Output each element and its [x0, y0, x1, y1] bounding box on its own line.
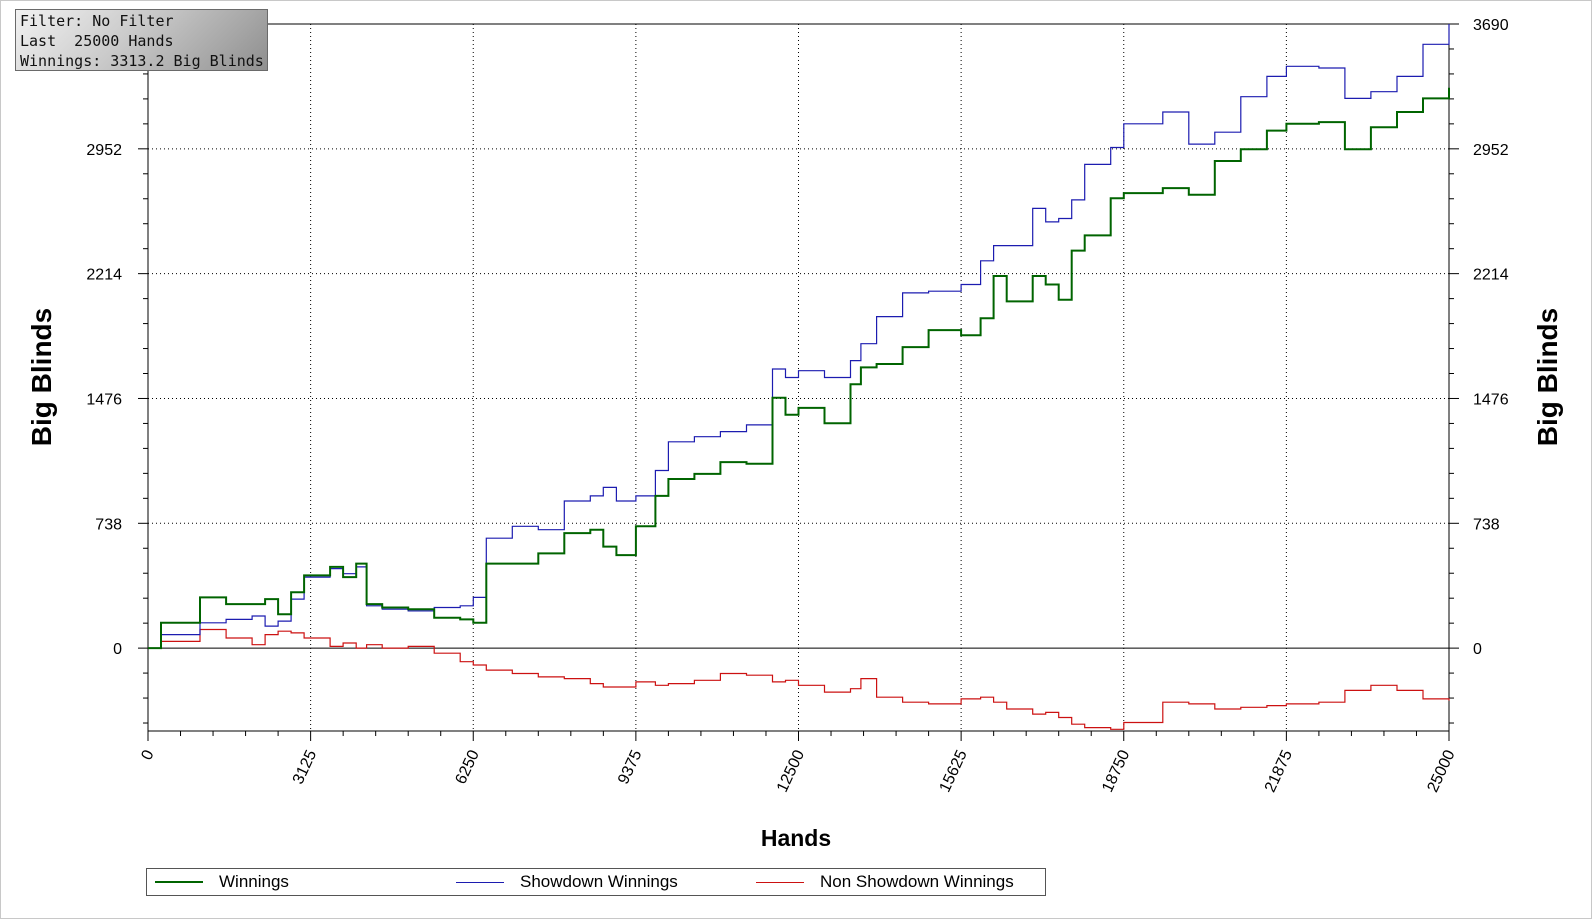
legend-label-showdown-winnings: Showdown Winnings — [520, 872, 678, 891]
x-tick-label: 9375 — [615, 747, 645, 787]
legend-swatch-showdown-winnings — [456, 881, 504, 883]
legend-label-winnings: Winnings — [219, 872, 289, 891]
y-tick-label-right: 0 — [1473, 641, 1482, 658]
series-layer — [148, 24, 1450, 730]
x-axis-title: Hands — [761, 825, 831, 851]
legend-item-non-showdown-winnings: Non Showdown Winnings — [756, 869, 1014, 895]
y-tick-label-right: 2214 — [1473, 267, 1509, 284]
axis-layer — [138, 23, 1459, 741]
y-tick-label-right: 738 — [1473, 516, 1500, 533]
x-tick-label: 0 — [138, 747, 157, 762]
y-tick-label-left: 738 — [95, 516, 122, 533]
hands-count-text: Last 25000 Hands — [20, 32, 174, 50]
total-winnings-text: Winnings: 3313.2 Big Blinds — [20, 52, 264, 70]
series-line-winnings — [148, 87, 1450, 650]
chart-legend: Winnings Showdown Winnings Non Showdown … — [146, 868, 1046, 896]
legend-swatch-non-showdown-winnings — [756, 881, 804, 883]
tick-label-layer: 0 3125 6250 9375 12500 15625 18750 21875 25000 0 0… — [86, 17, 1508, 795]
x-tick-label: 21875 — [1262, 747, 1296, 795]
legend-item-showdown-winnings: Showdown Winnings — [456, 869, 678, 895]
y-tick-label-right: 1476 — [1473, 391, 1509, 408]
x-tick-label: 6250 — [452, 747, 482, 787]
legend-label-non-showdown-winnings: Non Showdown Winnings — [820, 872, 1014, 891]
y-tick-label-left: 0 — [113, 641, 122, 658]
legend-item-winnings: Winnings — [155, 869, 289, 895]
x-tick-label: 12500 — [774, 747, 808, 795]
filter-info-box: Filter: No Filter Last 25000 Hands Winni… — [15, 9, 268, 71]
filter-text: Filter: No Filter — [20, 12, 174, 30]
y-tick-label-right: 2952 — [1473, 142, 1509, 159]
x-tick-label: 18750 — [1099, 747, 1133, 795]
y-tick-label-left: 1476 — [86, 391, 122, 408]
x-tick-label: 25000 — [1424, 747, 1458, 795]
y-axis-title-left: Big Blinds — [26, 308, 57, 446]
series-line-non-showdown-winnings — [148, 628, 1450, 730]
x-tick-label: 15625 — [937, 747, 971, 795]
y-tick-label-right: 3690 — [1473, 17, 1509, 34]
x-tick-label: 3125 — [290, 747, 320, 787]
y-tick-label-left: 2214 — [86, 267, 122, 284]
legend-swatch-winnings — [155, 881, 203, 883]
y-axis-title-right: Big Blinds — [1532, 308, 1563, 446]
y-tick-label-left: 2952 — [86, 142, 122, 159]
